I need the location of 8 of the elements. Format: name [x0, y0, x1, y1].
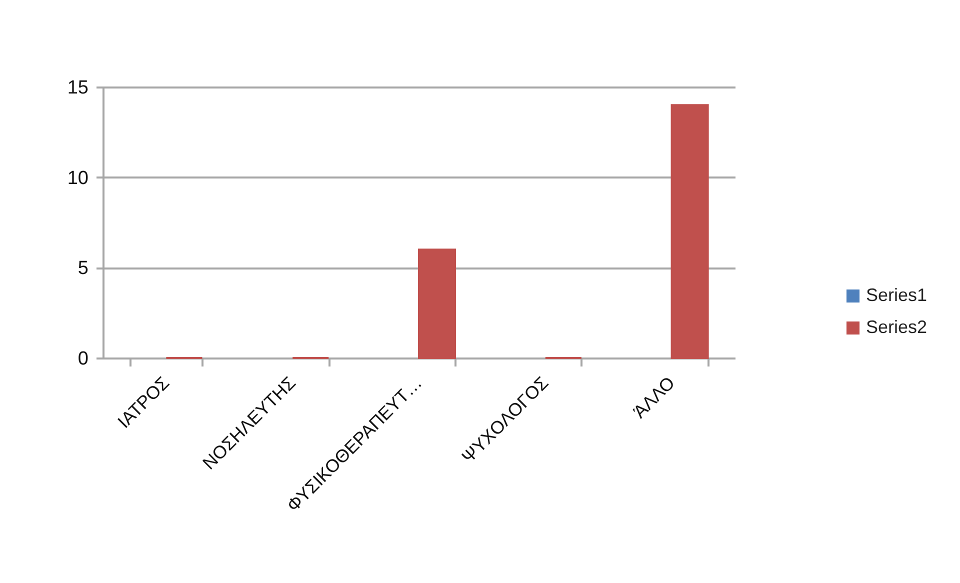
- bar: [418, 248, 456, 359]
- y-tick-label: 0: [78, 348, 88, 370]
- y-tick-label: 10: [67, 168, 88, 189]
- legend-label: Series1: [866, 285, 928, 305]
- y-tick-label: 5: [78, 258, 88, 280]
- bar: [670, 104, 709, 359]
- legend-label: Series2: [866, 317, 928, 337]
- y-tick-label: 15: [67, 78, 88, 98]
